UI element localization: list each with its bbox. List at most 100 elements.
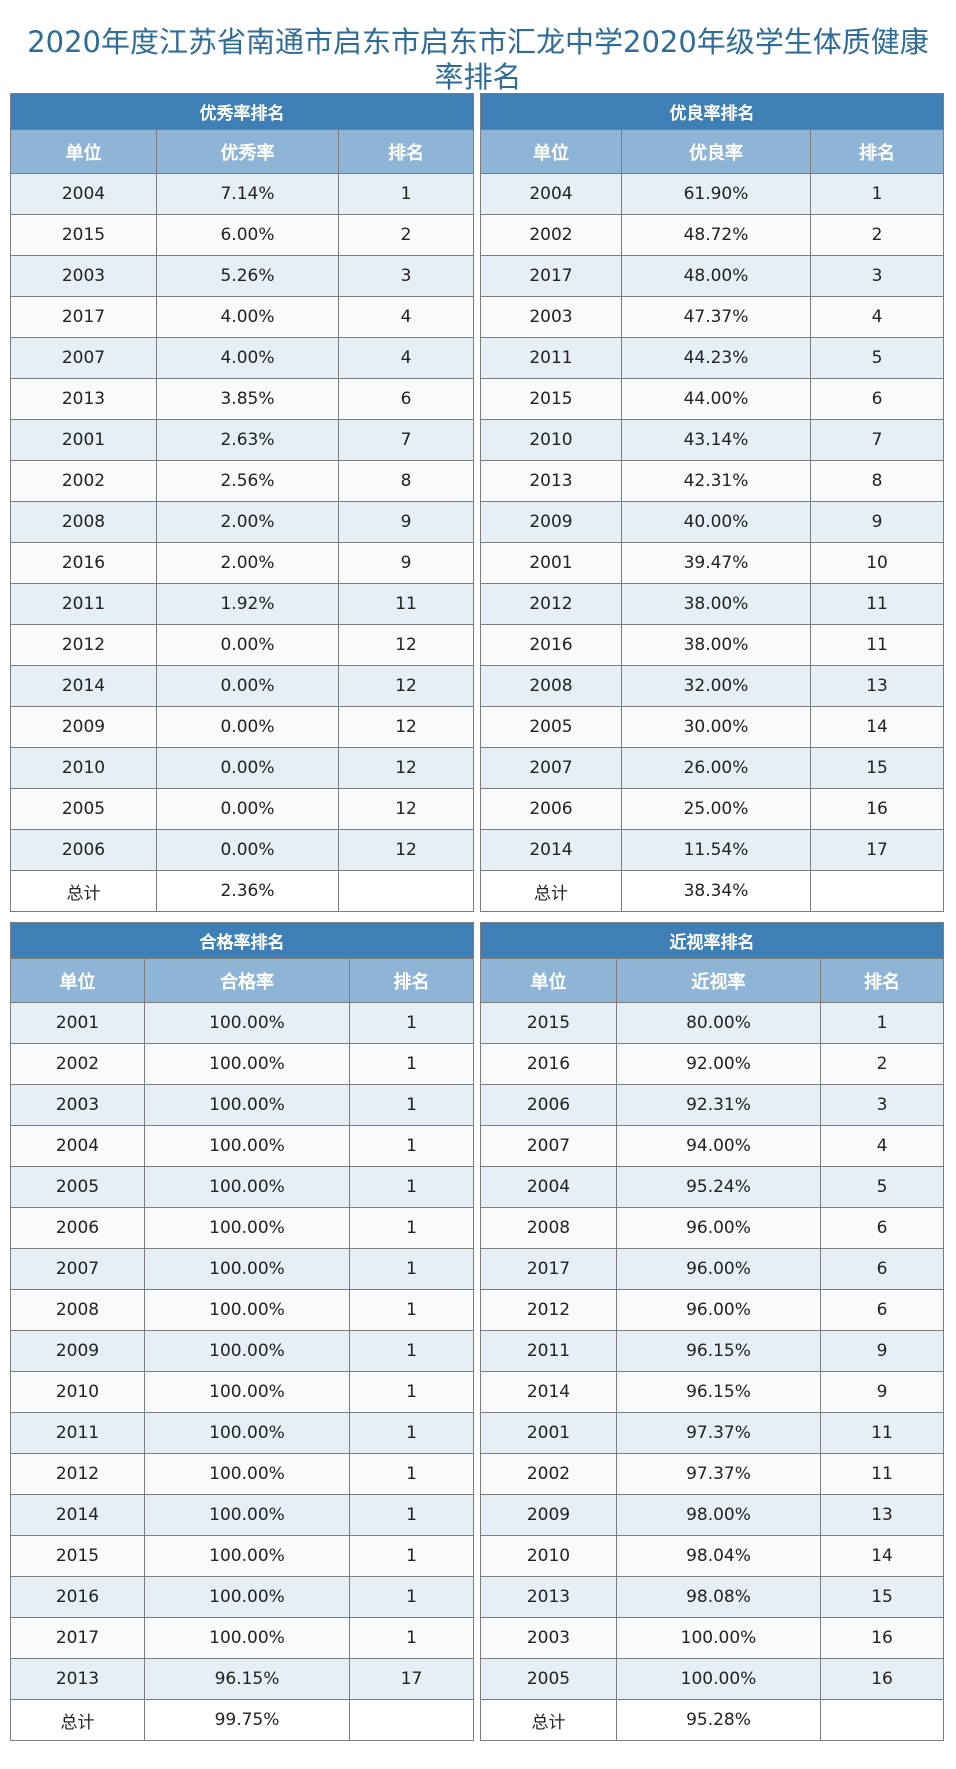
cell-rate: 0.00% <box>156 829 339 871</box>
cell-unit: 2016 <box>480 624 622 666</box>
cell-unit: 2006 <box>10 829 157 871</box>
cell-rate: 100.00% <box>144 1125 350 1167</box>
total-label: 总计 <box>480 1699 617 1741</box>
cell-rate: 44.23% <box>621 337 811 379</box>
cell-unit: 2014 <box>480 829 622 871</box>
cell-unit: 2010 <box>10 747 157 789</box>
table-row: 2008 2.00% 9 <box>10 501 475 543</box>
cell-rank: 6 <box>819 1248 945 1290</box>
cell-unit: 2012 <box>10 624 157 666</box>
cell-rank: 1 <box>348 1002 475 1044</box>
cell-rate: 4.00% <box>156 296 339 338</box>
cell-rate: 100.00% <box>144 1289 350 1331</box>
total-label: 总计 <box>10 1699 145 1741</box>
myopia-rate-table: 近视率排名 单位 近视率 排名 2015 80.00% 1 2016 92.00% 2 20… <box>479 922 945 1741</box>
total-rate: 38.34% <box>621 870 811 912</box>
table-row: 2014 11.54% 17 <box>480 829 945 871</box>
cell-unit: 2012 <box>480 1289 617 1331</box>
cell-rate: 38.00% <box>621 624 811 666</box>
cell-unit: 2010 <box>480 419 622 461</box>
cell-rate: 100.00% <box>144 1330 350 1372</box>
cell-unit: 2004 <box>480 1166 617 1208</box>
table-row: 2013 42.31% 8 <box>480 460 945 502</box>
table-row: 2015 100.00% 1 <box>10 1535 475 1577</box>
cell-unit: 2002 <box>10 460 157 502</box>
cell-unit: 2007 <box>480 747 622 789</box>
table-row: 2012 96.00% 6 <box>480 1289 945 1331</box>
cell-rank: 1 <box>809 173 945 215</box>
cell-unit: 2017 <box>10 296 157 338</box>
cell-rate: 2.56% <box>156 460 339 502</box>
cell-rank: 1 <box>348 1289 475 1331</box>
cell-rate: 44.00% <box>621 378 811 420</box>
cell-unit: 2015 <box>10 1535 145 1577</box>
table-row: 2010 0.00% 12 <box>10 747 475 789</box>
table-row: 2001 97.37% 11 <box>480 1412 945 1454</box>
cell-rank: 12 <box>337 788 475 830</box>
cell-rank: 6 <box>819 1289 945 1331</box>
total-label: 总计 <box>480 870 622 912</box>
cell-unit: 2013 <box>10 1658 145 1700</box>
table-row: 2011 100.00% 1 <box>10 1412 475 1454</box>
table-row: 2013 98.08% 15 <box>480 1576 945 1618</box>
cell-rate: 0.00% <box>156 665 339 707</box>
cell-unit: 2002 <box>480 1453 617 1495</box>
table-row: 2017 48.00% 3 <box>480 255 945 297</box>
total-row: 总计 95.28% <box>480 1699 945 1741</box>
cell-rate: 92.31% <box>616 1084 821 1126</box>
cell-rate: 100.00% <box>144 1166 350 1208</box>
cell-rate: 4.00% <box>156 337 339 379</box>
total-rate: 99.75% <box>144 1699 350 1741</box>
cell-rate: 96.15% <box>616 1371 821 1413</box>
table-row: 2014 96.15% 9 <box>480 1371 945 1413</box>
table-row: 2006 100.00% 1 <box>10 1207 475 1249</box>
cell-rank: 13 <box>819 1494 945 1536</box>
cell-unit: 2010 <box>480 1535 617 1577</box>
cell-rank: 5 <box>819 1166 945 1208</box>
cell-rank: 4 <box>337 296 475 338</box>
table-row: 2003 100.00% 1 <box>10 1084 475 1126</box>
cell-unit: 2014 <box>480 1371 617 1413</box>
cell-rate: 0.00% <box>156 706 339 748</box>
cell-unit: 2005 <box>480 706 622 748</box>
cell-unit: 2004 <box>10 173 157 215</box>
cell-unit: 2012 <box>480 583 622 625</box>
cell-unit: 2014 <box>10 665 157 707</box>
cell-unit: 2008 <box>10 1289 145 1331</box>
cell-unit: 2005 <box>480 1658 617 1700</box>
cell-unit: 2013 <box>480 1576 617 1618</box>
table-row: 2012 38.00% 11 <box>480 583 945 625</box>
cell-rank: 4 <box>809 296 945 338</box>
cell-rank: 3 <box>337 255 475 297</box>
cell-rank: 1 <box>348 1084 475 1126</box>
cell-unit: 2005 <box>10 788 157 830</box>
cell-unit: 2001 <box>10 419 157 461</box>
cell-rank: 2 <box>809 214 945 256</box>
cell-rate: 38.00% <box>621 583 811 625</box>
cell-unit: 2017 <box>480 255 622 297</box>
total-rank <box>819 1699 945 1741</box>
table-row: 2005 30.00% 14 <box>480 706 945 748</box>
cell-rank: 9 <box>337 542 475 584</box>
column-header-rank: 排名 <box>348 958 475 1003</box>
cell-rate: 96.00% <box>616 1207 821 1249</box>
cell-unit: 2007 <box>480 1125 617 1167</box>
table-row: 2002 48.72% 2 <box>480 214 945 256</box>
cell-rank: 12 <box>337 829 475 871</box>
cell-rate: 96.15% <box>144 1658 350 1700</box>
cell-rate: 100.00% <box>144 1576 350 1618</box>
good-rate-table: 优良率排名 单位 优良率 排名 2004 61.90% 1 2002 48.72% 2 20… <box>479 93 945 912</box>
cell-rate: 100.00% <box>144 1084 350 1126</box>
cell-rank: 1 <box>348 1453 475 1495</box>
table-row: 2001 100.00% 1 <box>10 1002 475 1044</box>
cell-rank: 11 <box>819 1412 945 1454</box>
cell-rate: 80.00% <box>616 1002 821 1044</box>
cell-unit: 2004 <box>480 173 622 215</box>
cell-rate: 100.00% <box>616 1658 821 1700</box>
cell-rank: 1 <box>348 1248 475 1290</box>
cell-rank: 15 <box>809 747 945 789</box>
cell-unit: 2005 <box>10 1166 145 1208</box>
cell-rate: 7.14% <box>156 173 339 215</box>
cell-rank: 7 <box>337 419 475 461</box>
page-title-line-1: 2020年度江苏省南通市启东市启东市汇龙中学2020年级学生体质健康 <box>27 25 929 60</box>
